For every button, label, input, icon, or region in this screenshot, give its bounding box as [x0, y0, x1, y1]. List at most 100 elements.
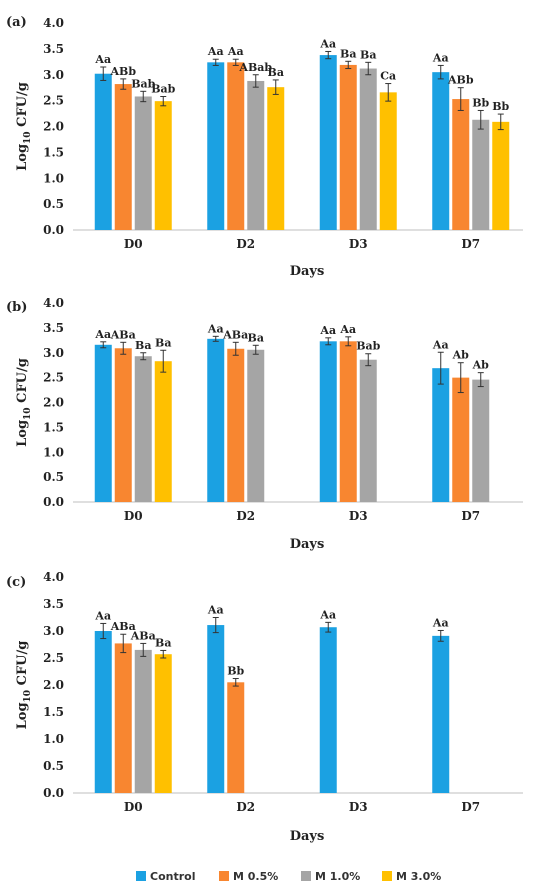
data-label: Ba — [340, 47, 356, 60]
y-axis-title-subscript: 10 — [23, 407, 33, 420]
bar — [134, 96, 152, 230]
panel-label: (b) — [6, 300, 27, 315]
bar — [452, 377, 470, 502]
data-label: Aa — [94, 609, 111, 622]
y-axis-title-subscript: 10 — [23, 690, 33, 703]
data-label: Bab — [356, 340, 380, 353]
y-tick-label: 3.0 — [43, 624, 64, 638]
bar — [359, 359, 377, 502]
bar — [227, 682, 245, 793]
bar — [472, 379, 490, 502]
legend-label: Control — [150, 870, 195, 883]
bar — [114, 348, 132, 502]
bar — [247, 349, 265, 502]
y-tick-label: 2.5 — [43, 94, 64, 108]
y-tick-label: 1.5 — [43, 145, 64, 159]
x-tick-label: D0 — [124, 800, 143, 814]
data-label: Bab — [151, 82, 175, 95]
data-label: Aa — [227, 45, 244, 58]
data-label: Aa — [94, 53, 111, 66]
y-tick-label: 0.0 — [43, 223, 64, 237]
data-label: ABa — [110, 620, 136, 633]
y-tick-label: 0.0 — [43, 786, 64, 800]
x-tick-label: D0 — [124, 237, 143, 251]
bar — [432, 72, 450, 230]
bar — [94, 631, 112, 793]
data-label: Aa — [207, 604, 224, 617]
panel-label: (a) — [6, 15, 27, 30]
bar — [114, 84, 132, 230]
chart-panel-a: (a) 0.0 0.5 1.0 1.5 2.0 2.5 3.0 3.5 4.0 Log10 CFU/… — [6, 15, 523, 279]
data-label: Ba — [155, 636, 171, 649]
bar — [432, 635, 450, 793]
data-label: ABab — [238, 61, 272, 74]
data-label: Ba — [248, 331, 264, 344]
data-label: Aa — [207, 322, 224, 335]
x-tick-label: D3 — [349, 509, 368, 523]
data-label: Bb — [472, 96, 489, 109]
data-label: Aa — [319, 324, 336, 337]
x-tick-label: D7 — [461, 237, 480, 251]
bar — [359, 68, 377, 230]
bar — [94, 344, 112, 502]
y-axis-title-subscript: 10 — [23, 131, 33, 144]
y-axis-title-main: Log — [15, 420, 30, 447]
y-tick-label: 4.0 — [43, 16, 64, 30]
data-label: Ca — [380, 70, 396, 83]
chart-panel-b: (b) 0.0 0.5 1.0 1.5 2.0 2.5 3.0 3.5 4.0 Log10 CFU/… — [6, 296, 523, 552]
bar — [472, 119, 490, 230]
y-tick-label: 3.5 — [43, 42, 64, 56]
y-tick-label: 2.0 — [43, 120, 64, 134]
data-label: Aa — [339, 323, 356, 336]
bar — [319, 341, 337, 502]
legend: Control M 0.5% M 1.0% M 3.0% — [136, 870, 441, 883]
bar — [134, 649, 152, 793]
data-label: Ab — [472, 359, 490, 372]
y-tick-label: 3.0 — [43, 68, 64, 82]
y-tick-label: 4.0 — [43, 296, 64, 310]
bar — [319, 55, 337, 231]
bar — [432, 368, 450, 502]
bar — [134, 356, 152, 502]
bar — [207, 338, 225, 502]
data-label: Ba — [268, 66, 284, 79]
x-tick-label: D0 — [124, 509, 143, 523]
data-label: Aa — [432, 338, 449, 351]
legend-swatch — [219, 871, 229, 881]
y-tick-label: 1.5 — [43, 420, 64, 434]
data-label: Ba — [155, 336, 171, 349]
legend-item: M 3.0% — [382, 870, 441, 883]
y-tick-label: 2.5 — [43, 371, 64, 385]
x-tick-label: D7 — [461, 509, 480, 523]
bar — [247, 80, 265, 231]
y-axis-title-tail: CFU/g — [15, 358, 30, 407]
panel-label: (c) — [6, 575, 26, 590]
x-axis-title: Days — [290, 537, 325, 552]
legend-label: M 1.0% — [315, 870, 360, 883]
legend-swatch — [301, 871, 311, 881]
y-tick-label: 4.0 — [43, 570, 64, 584]
y-axis-title-tail: CFU/g — [15, 641, 30, 690]
y-axis-title-main: Log — [15, 702, 30, 729]
data-label: Aa — [319, 37, 336, 50]
y-tick-label: 1.0 — [43, 171, 64, 185]
y-tick-label: 0.5 — [43, 197, 64, 211]
x-tick-label: D3 — [349, 237, 368, 251]
bar — [379, 92, 397, 230]
legend-label: M 0.5% — [233, 870, 278, 883]
data-label: Aa — [207, 45, 224, 58]
bar — [452, 99, 470, 230]
y-tick-label: 2.0 — [43, 678, 64, 692]
data-label: ABb — [109, 65, 136, 78]
y-tick-label: 1.5 — [43, 705, 64, 719]
data-label: ABa — [222, 328, 248, 341]
bar — [492, 121, 510, 230]
x-tick-label: D2 — [236, 800, 255, 814]
y-tick-label: 3.5 — [43, 597, 64, 611]
legend-label: M 3.0% — [396, 870, 441, 883]
bar — [154, 654, 172, 793]
x-tick-label: D2 — [236, 509, 255, 523]
data-label: Aa — [432, 51, 449, 64]
data-label: Ba — [135, 339, 151, 352]
